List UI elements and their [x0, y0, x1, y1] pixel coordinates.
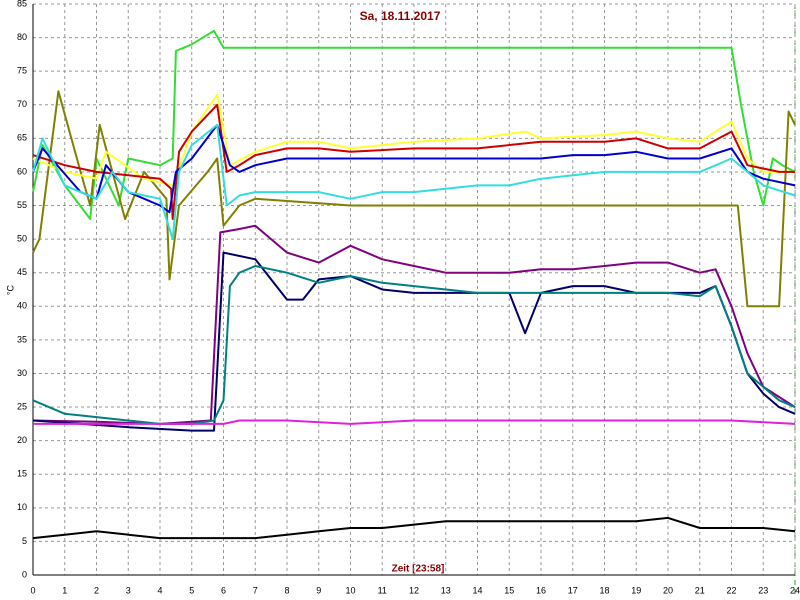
y-tick-label: 15	[17, 469, 27, 479]
y-tick-label: 35	[17, 334, 27, 344]
x-tick-label: 7	[253, 585, 258, 595]
x-tick-label: 21	[695, 585, 705, 595]
x-tick-label: 0	[30, 585, 35, 595]
y-tick-label: 0	[22, 569, 27, 579]
x-tick-label: 20	[663, 585, 673, 595]
series-line	[32, 123, 796, 241]
x-tick-label: 9	[316, 585, 321, 595]
y-tick-label: 65	[17, 133, 27, 143]
x-tick-label: 3	[126, 585, 131, 595]
y-tick-label: 50	[17, 233, 27, 243]
x-tick-label: 10	[345, 585, 355, 595]
x-tick-label: 15	[504, 585, 514, 595]
y-tick-label: 80	[17, 32, 27, 42]
series-line	[33, 419, 796, 425]
y-tick-label: 85	[17, 0, 27, 8]
x-tick-label: 18	[599, 585, 609, 595]
x-tick-label: 6	[221, 585, 226, 595]
series-line	[32, 90, 796, 308]
x-tick-label: 24	[790, 585, 800, 595]
x-tick-label: 2	[94, 585, 99, 595]
x-tick-label: 16	[536, 585, 546, 595]
x-tick-label: 1	[62, 585, 67, 595]
x-tick-label: 19	[631, 585, 641, 595]
y-tick-label: 45	[17, 267, 27, 277]
x-tick-label: 8	[284, 585, 289, 595]
y-tick-label: 25	[17, 401, 27, 411]
chart-title: Sa, 18.11.2017	[360, 9, 441, 23]
x-tick-label: 17	[568, 585, 578, 595]
y-tick-label: 30	[17, 368, 27, 378]
y-tick-label: 60	[17, 166, 27, 176]
x-tick-label: 13	[441, 585, 451, 595]
y-tick-label: 40	[17, 301, 27, 311]
x-tick-label: 5	[189, 585, 194, 595]
x-tick-label: 4	[157, 585, 162, 595]
series-line	[32, 103, 795, 220]
y-tick-label: 70	[17, 99, 27, 109]
series-line	[32, 93, 795, 187]
series-line	[32, 516, 796, 540]
series-line	[32, 224, 796, 425]
y-tick-label: 75	[17, 66, 27, 76]
y-axis-label: °C	[5, 284, 15, 295]
x-tick-label: 14	[472, 585, 482, 595]
x-tick-label: 11	[378, 585, 387, 595]
x-tick-label: 12	[409, 585, 419, 595]
x-tick-label: 23	[758, 585, 768, 595]
x-tick-label: 22	[726, 585, 736, 595]
y-tick-label: 55	[17, 200, 27, 210]
y-tick-label: 10	[17, 502, 27, 512]
y-tick-label: 5	[22, 536, 27, 546]
y-tick-label: 20	[17, 435, 27, 445]
x-axis-label: Zeit [23:58]	[392, 564, 445, 575]
